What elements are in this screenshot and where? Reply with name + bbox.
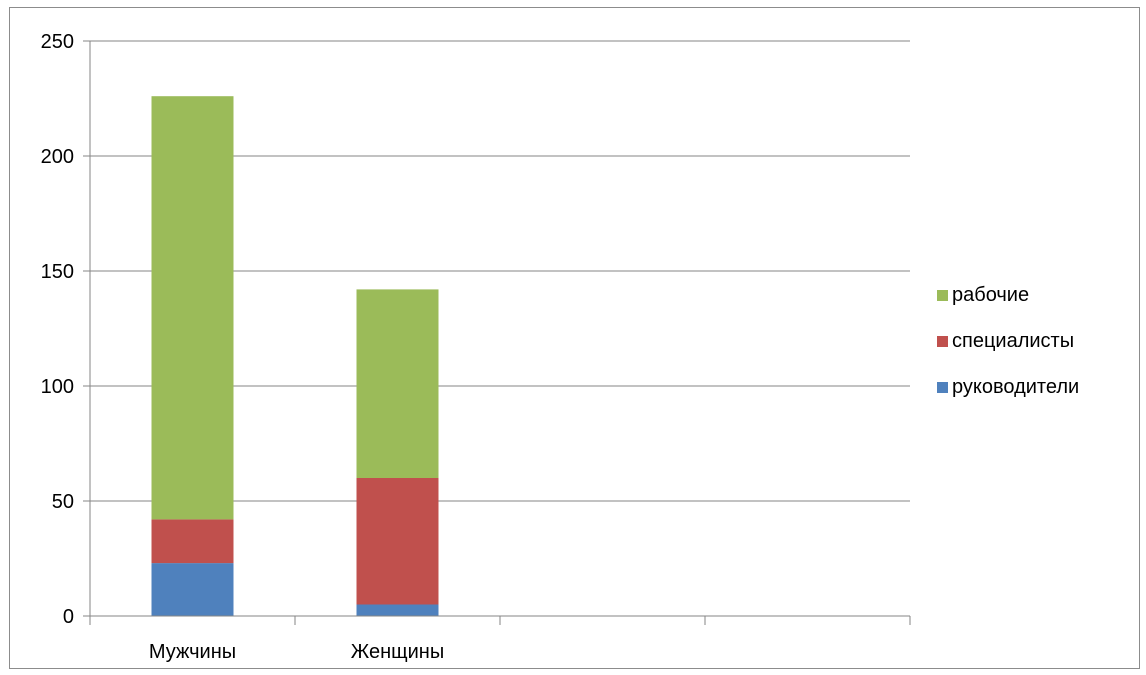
y-tick-label: 250 xyxy=(41,31,74,53)
legend-entry: руководители xyxy=(952,376,1079,398)
y-tick-label: 200 xyxy=(41,146,74,168)
bar-Мужчины-руководители xyxy=(151,563,234,616)
y-tick-label: 150 xyxy=(41,261,74,283)
bar-Мужчины-специалисты xyxy=(151,519,234,564)
bar-Женщины-руководители xyxy=(356,604,439,616)
y-tick-label: 0 xyxy=(63,606,74,628)
bars xyxy=(151,96,439,616)
legend-swatch-руководители xyxy=(937,382,948,393)
legend-entry: специалисты xyxy=(952,330,1074,352)
legend: рабочие специалисты руководители xyxy=(937,284,1079,398)
x-tick-label: Мужчины xyxy=(149,641,236,663)
legend-swatch-рабочие xyxy=(937,290,948,301)
bar-Женщины-специалисты xyxy=(356,478,439,605)
bar-Женщины-рабочие xyxy=(356,289,439,478)
y-tick-label: 50 xyxy=(52,491,74,513)
axes: 0 50 100 150 200 250 Мужчины Женщины xyxy=(41,31,911,663)
x-tick-label: Женщины xyxy=(351,641,444,663)
legend-entry: рабочие xyxy=(952,284,1029,306)
bar-Мужчины-рабочие xyxy=(151,96,234,520)
y-tick-label: 100 xyxy=(41,376,74,398)
legend-swatch-специалисты xyxy=(937,336,948,347)
